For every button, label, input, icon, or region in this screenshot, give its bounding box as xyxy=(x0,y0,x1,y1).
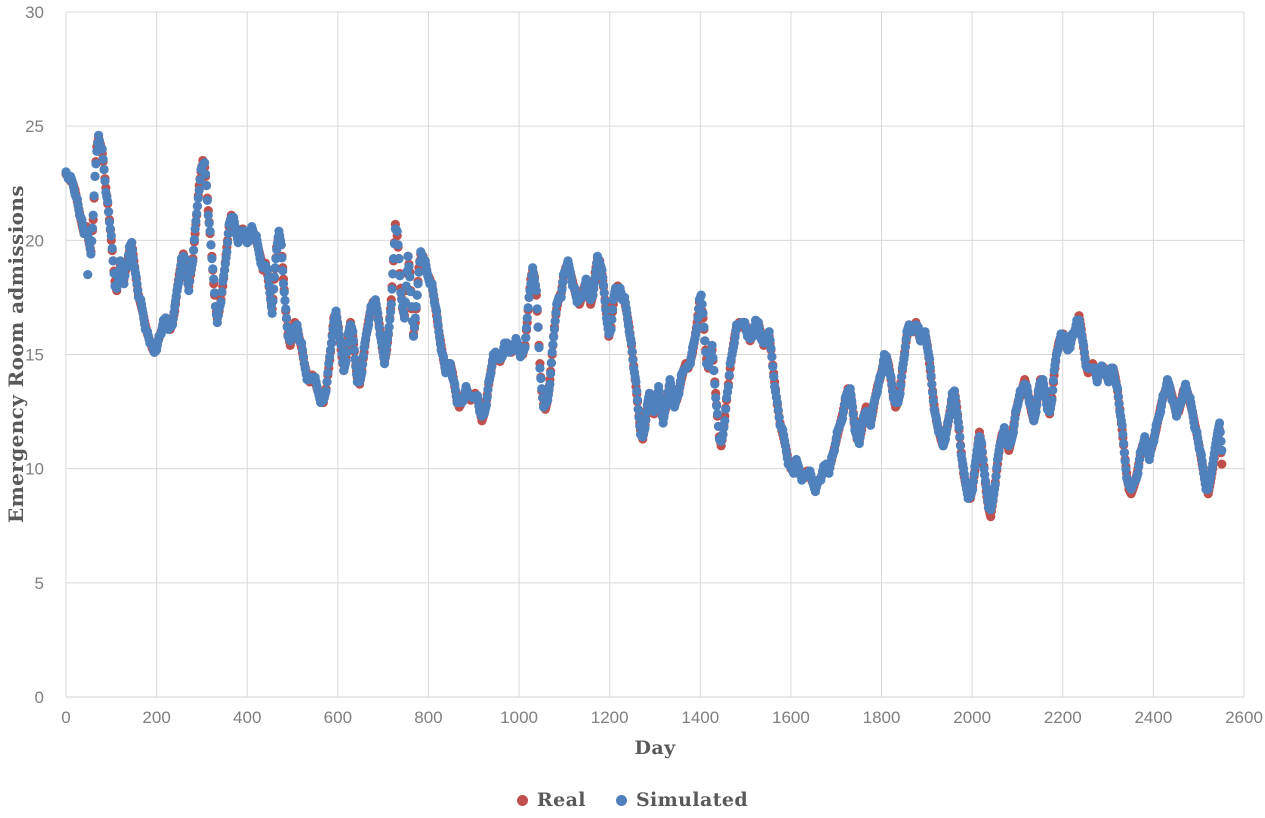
x-tick-label: 0 xyxy=(61,708,70,727)
tick-labels: 0 200 400 600 800 1000 1200 1400 1600 1800 2000 220… xyxy=(25,3,1263,727)
x-tick-label: 2600 xyxy=(1225,708,1263,727)
y-tick-label: 25 xyxy=(25,117,44,136)
y-tick-label: 15 xyxy=(25,346,44,365)
x-tick-label: 800 xyxy=(414,708,442,727)
outlier-point xyxy=(83,269,93,280)
x-tick-label: 1200 xyxy=(591,708,629,727)
x-tick-label: 2400 xyxy=(1134,708,1172,727)
simulated-marker-icon xyxy=(615,794,627,806)
x-tick-label: 600 xyxy=(324,708,352,727)
series-real xyxy=(61,132,1227,522)
legend-item-real: Real xyxy=(516,789,586,811)
y-axis-title: Emergency Room admissions xyxy=(4,184,28,524)
x-tick-label: 200 xyxy=(142,708,170,727)
legend-item-simulated: Simulated xyxy=(615,789,749,811)
x-tick-label: 2200 xyxy=(1044,708,1082,727)
gridlines xyxy=(65,11,1245,698)
x-tick-label: 1800 xyxy=(863,708,901,727)
y-tick-label: 0 xyxy=(35,688,44,707)
y-tick-label: 10 xyxy=(25,460,44,479)
x-tick-label: 2000 xyxy=(953,708,991,727)
y-tick-label: 5 xyxy=(35,574,44,593)
x-tick-label: 1000 xyxy=(500,708,538,727)
x-axis-title: Day xyxy=(634,737,676,759)
x-tick-label: 1600 xyxy=(772,708,810,727)
legend: Real Simulated xyxy=(0,789,1265,811)
y-tick-label: 20 xyxy=(25,231,44,250)
x-tick-label: 400 xyxy=(233,708,261,727)
x-tick-label: 1400 xyxy=(681,708,719,727)
legend-label-simulated: Simulated xyxy=(635,789,749,811)
series-simulated xyxy=(61,130,1227,515)
legend-label-real: Real xyxy=(536,789,586,811)
y-tick-label: 30 xyxy=(25,3,44,22)
real-marker-icon xyxy=(516,794,528,806)
